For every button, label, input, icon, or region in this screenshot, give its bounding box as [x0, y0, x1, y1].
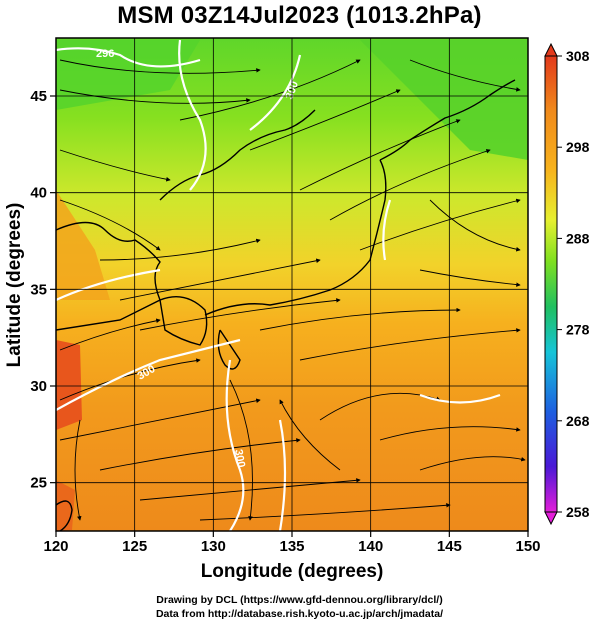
contour-label: 300	[232, 448, 247, 468]
lon-tick-label: 120	[43, 538, 68, 555]
longitude-tick-labels: 120 125 130 135 140 145 150	[43, 538, 540, 555]
lon-tick-label: 140	[358, 538, 383, 555]
warm-patch-west	[56, 190, 110, 300]
coastlines	[56, 79, 516, 531]
y-axis-label: Latitude (degrees)	[4, 203, 25, 368]
credit-line-2: Data from http://database.rish.kyoto-u.a…	[155, 608, 444, 620]
cool-patch-northwest	[56, 40, 200, 110]
lon-tick-label: 145	[437, 538, 462, 555]
graticule	[56, 38, 528, 531]
latitude-tick-labels: 25 30 35 40 45	[30, 88, 47, 492]
colorbar-tick-label: 268	[566, 413, 590, 429]
colorbar-tick-label: 298	[566, 139, 590, 155]
x-axis-label: Longitude (degrees)	[201, 561, 384, 582]
lon-tick-label: 125	[122, 538, 147, 555]
colorbar-tick-label: 278	[566, 322, 590, 338]
colorbar-labels: 308 298 288 278 268 258	[566, 48, 590, 520]
colorbar-max-triangle	[544, 42, 558, 57]
colorbar-scale	[544, 55, 558, 513]
lon-tick-label: 150	[515, 538, 540, 555]
colorbar: 308 298 288 278 268 258	[544, 42, 590, 526]
wind-streamlines	[59, 59, 526, 521]
colorbar-tick-label: 288	[566, 230, 590, 246]
colorbar-tick-label: 258	[566, 504, 590, 520]
hot-patch-coast	[56, 340, 82, 430]
colorbar-tick-label: 308	[566, 48, 590, 64]
lat-tick-label: 30	[30, 378, 47, 395]
lat-tick-label: 35	[30, 281, 47, 298]
isotherm-contours	[56, 39, 501, 531]
cool-patch-northeast	[360, 40, 528, 160]
lat-tick-label: 45	[30, 88, 47, 105]
lon-tick-label: 135	[279, 538, 304, 555]
colorbar-ticks	[557, 55, 562, 513]
map-title: MSM 03Z14Jul2023 (1013.2hPa)	[117, 2, 482, 29]
contour-label: 296	[96, 48, 114, 60]
axis-ticks	[50, 95, 529, 537]
lon-tick-label: 130	[201, 538, 226, 555]
lat-tick-label: 25	[30, 475, 47, 492]
credit-line-1: Drawing by DCL (https://www.gfd-dennou.o…	[156, 594, 443, 606]
lat-tick-label: 40	[30, 185, 47, 202]
colorbar-min-triangle	[544, 511, 558, 526]
